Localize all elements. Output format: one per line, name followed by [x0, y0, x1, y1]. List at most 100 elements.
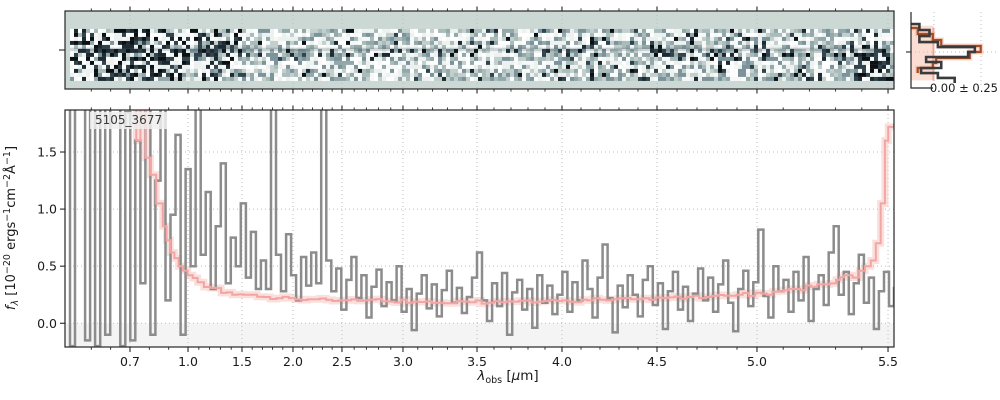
noise-cell — [346, 44, 350, 49]
noise-cell — [818, 64, 822, 69]
noise-cell — [754, 52, 758, 57]
noise-cell — [694, 64, 698, 69]
noise-cell — [578, 44, 582, 49]
noise-cell — [130, 48, 134, 53]
noise-cell — [678, 60, 682, 65]
noise-cell — [242, 76, 246, 81]
noise-cell — [174, 28, 178, 33]
noise-cell — [598, 72, 602, 77]
noise-cell — [118, 48, 122, 53]
noise-cell — [374, 48, 378, 53]
noise-cell — [446, 68, 450, 73]
noise-cell — [838, 56, 842, 61]
noise-cell — [698, 68, 702, 73]
noise-cell — [714, 68, 718, 73]
noise-cell — [158, 32, 162, 37]
noise-cell — [238, 32, 242, 37]
noise-cell — [314, 52, 318, 57]
noise-cell — [254, 60, 258, 65]
noise-cell — [466, 44, 470, 49]
noise-cell — [178, 76, 182, 81]
noise-cell — [426, 44, 430, 49]
noise-cell — [750, 28, 754, 33]
noise-cell — [758, 48, 762, 53]
noise-cell — [706, 40, 710, 45]
noise-cell — [690, 60, 694, 65]
noise-cell — [262, 48, 266, 53]
noise-cell — [354, 28, 358, 33]
noise-cell — [342, 72, 346, 77]
noise-cell — [666, 64, 670, 69]
noise-cell — [378, 52, 382, 57]
noise-cell — [306, 60, 310, 65]
noise-cell — [834, 28, 838, 33]
noise-cell — [70, 52, 74, 57]
noise-cell — [662, 40, 666, 45]
noise-cell — [514, 52, 518, 57]
noise-cell — [334, 60, 338, 65]
noise-cell — [874, 48, 878, 53]
noise-cell — [506, 56, 510, 61]
noise-cell — [594, 36, 598, 41]
noise-cell — [834, 48, 838, 53]
noise-cell — [594, 72, 598, 77]
noise-cell — [342, 68, 346, 73]
noise-cell — [434, 52, 438, 57]
noise-cell — [830, 36, 834, 41]
noise-cell — [126, 44, 130, 49]
noise-cell — [574, 64, 578, 69]
noise-cell — [582, 32, 586, 37]
noise-cell — [282, 56, 286, 61]
noise-cell — [806, 32, 810, 37]
noise-cell — [702, 64, 706, 69]
noise-cell — [138, 40, 142, 45]
noise-cell — [266, 68, 270, 73]
noise-cell — [190, 72, 194, 77]
noise-cell — [314, 76, 318, 81]
noise-cell — [686, 60, 690, 65]
noise-cell — [86, 64, 90, 69]
noise-cell — [334, 52, 338, 57]
noise-cell — [750, 40, 754, 45]
noise-cell — [390, 68, 394, 73]
noise-cell — [162, 44, 166, 49]
noise-cell — [886, 32, 890, 37]
noise-cell — [558, 64, 562, 69]
noise-cell — [590, 36, 594, 41]
noise-cell — [390, 40, 394, 45]
noise-cell — [82, 44, 86, 49]
noise-cell — [254, 48, 258, 53]
noise-cell — [446, 44, 450, 49]
noise-cell — [74, 76, 78, 81]
noise-cell — [810, 48, 814, 53]
noise-cell — [414, 56, 418, 61]
noise-cell — [674, 44, 678, 49]
noise-cell — [498, 40, 502, 45]
noise-cell — [302, 68, 306, 73]
noise-cell — [298, 72, 302, 77]
noise-cell — [530, 72, 534, 77]
noise-cell — [378, 76, 382, 81]
noise-cell — [714, 60, 718, 65]
noise-cell — [858, 60, 862, 65]
noise-cell — [874, 28, 878, 33]
x-axis-label: λobs [μm] — [476, 368, 538, 386]
noise-cell — [502, 52, 506, 57]
noise-cell — [522, 44, 526, 49]
noise-cell — [222, 68, 226, 73]
noise-cell — [274, 68, 278, 73]
noise-cell — [614, 28, 618, 33]
noise-cell — [206, 60, 210, 65]
noise-cell — [306, 44, 310, 49]
noise-cell — [374, 56, 378, 61]
noise-cell — [294, 28, 298, 33]
noise-cell — [874, 40, 878, 45]
noise-cell — [358, 28, 362, 33]
noise-cell — [482, 44, 486, 49]
noise-cell — [578, 52, 582, 57]
noise-cell — [718, 64, 722, 69]
noise-cell — [478, 44, 482, 49]
noise-cell — [154, 52, 158, 57]
noise-cell — [726, 44, 730, 49]
noise-cell — [742, 44, 746, 49]
